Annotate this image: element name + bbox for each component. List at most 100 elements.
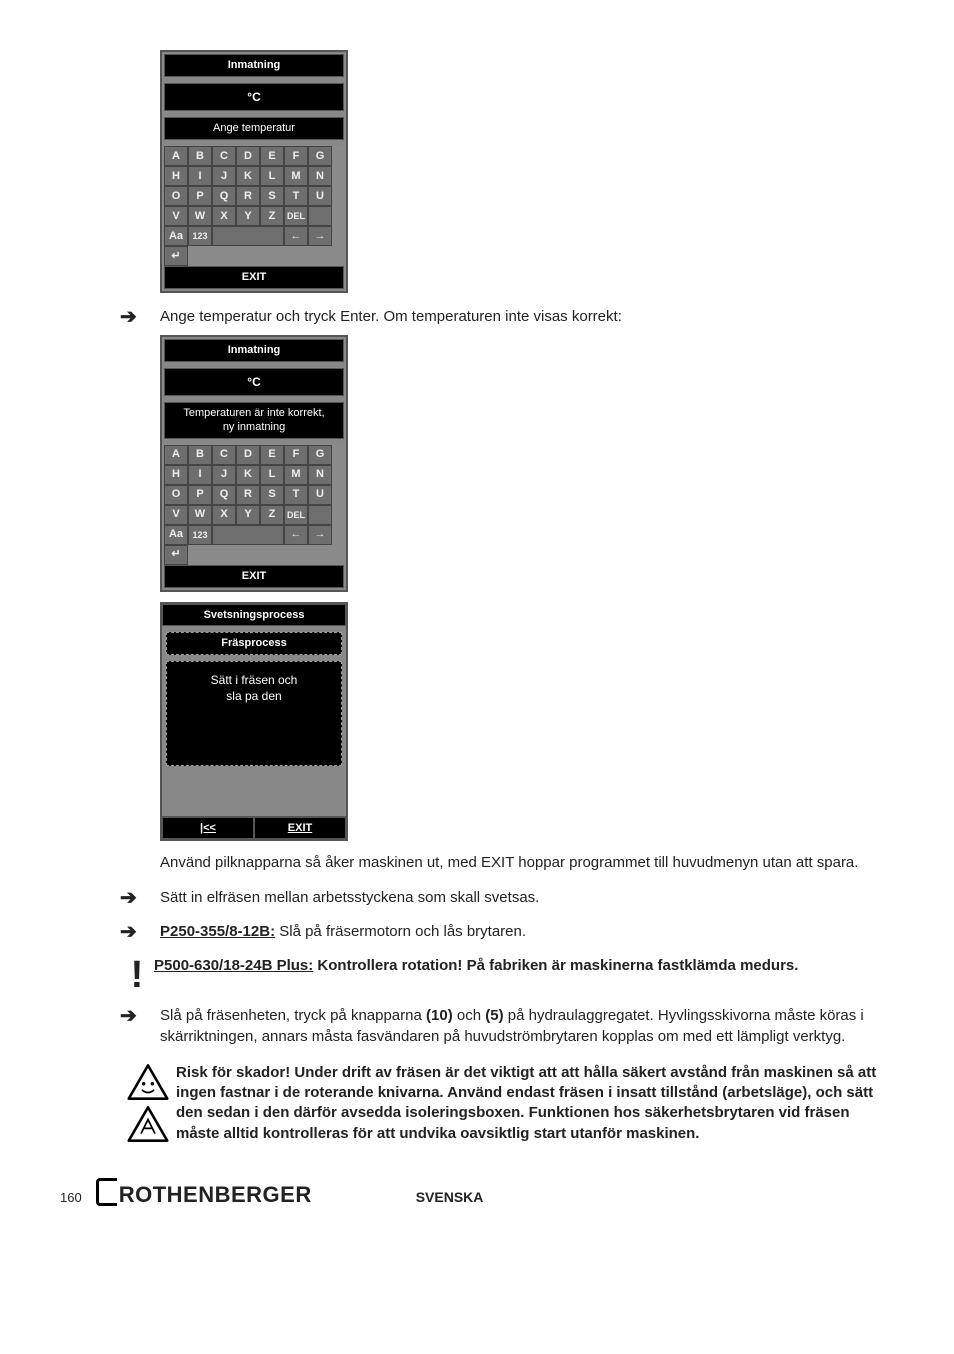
s3-exit[interactable]: EXIT [254,817,346,840]
key[interactable]: C [212,445,236,465]
key[interactable]: Y [236,206,260,226]
key-num[interactable]: 123 [188,226,212,246]
s2-title: Inmatning [164,339,344,362]
screen-2-wrap: Inmatning °C Temperaturen är inte korrek… [160,335,894,591]
key-num[interactable]: 123 [188,525,212,545]
key-aa[interactable]: Aa [164,525,188,545]
key[interactable]: C [212,146,236,166]
key-right[interactable]: → [308,525,332,545]
arrow-icon: ➔ [120,922,160,942]
key-left[interactable]: ← [284,525,308,545]
b2-rest: Slå på fräsermotorn och lås brytaren. [275,923,526,940]
key[interactable]: J [212,465,236,485]
key-enter[interactable]: ↵ [164,246,188,266]
key[interactable]: P [188,485,212,505]
key[interactable]: R [236,485,260,505]
after-screens-text: Använd pilknapparna så åker maskinen ut,… [160,853,894,873]
s1-msg: Ange temperatur [164,117,344,140]
screen-1-wrap: Inmatning °C Ange temperatur A B C D E F… [160,50,894,293]
key[interactable]: Q [212,186,236,206]
key-blank[interactable] [308,206,332,226]
key[interactable]: G [308,445,332,465]
key[interactable]: K [236,465,260,485]
key[interactable]: R [236,186,260,206]
key[interactable]: W [188,206,212,226]
warning-text: P500-630/18-24B Plus: Kontrollera rotati… [154,956,894,976]
key[interactable]: U [308,485,332,505]
key[interactable]: G [308,146,332,166]
key-left[interactable]: ← [284,226,308,246]
key[interactable]: E [260,445,284,465]
key[interactable]: L [260,166,284,186]
s1-exit[interactable]: EXIT [164,266,344,289]
bullet-text: Sätt in elfräsen mellan arbetsstyckena s… [160,888,894,908]
key[interactable]: D [236,146,260,166]
key[interactable]: S [260,186,284,206]
key[interactable]: J [212,166,236,186]
key-space[interactable] [212,525,284,545]
key[interactable]: T [284,186,308,206]
ref-5: (5) [485,1007,503,1024]
s3-body: Sätt i fräsen och sla pa den [166,661,342,765]
key[interactable]: O [164,485,188,505]
s2-field: °C [164,368,344,396]
key[interactable]: V [164,505,188,525]
key[interactable]: A [164,445,188,465]
screen-1: Inmatning °C Ange temperatur A B C D E F… [160,50,348,293]
key[interactable]: Y [236,505,260,525]
key[interactable]: P [188,186,212,206]
key[interactable]: I [188,465,212,485]
key[interactable]: E [260,146,284,166]
brand-name: ROTHENBERGER [119,1182,312,1207]
key[interactable]: Q [212,485,236,505]
key[interactable]: U [308,186,332,206]
key[interactable]: X [212,206,236,226]
key-del[interactable]: DEL [284,206,308,226]
warning-injury: Risk för skador! Under drift av fräsen ä… [120,1063,894,1144]
key[interactable]: B [188,445,212,465]
key[interactable]: N [308,166,332,186]
key[interactable]: Z [260,206,284,226]
bullet-text: Ange temperatur och tryck Enter. Om temp… [160,307,894,327]
key[interactable]: A [164,146,188,166]
s3-sub: Fräsprocess [166,632,342,655]
language-label: SVENSKA [416,1188,484,1207]
key[interactable]: I [188,166,212,186]
key[interactable]: L [260,465,284,485]
key[interactable]: F [284,146,308,166]
s3-title: Svetsningsprocess [162,604,346,627]
warning-icons [120,1063,176,1143]
key[interactable]: H [164,166,188,186]
exclamation-icon: ! [120,958,154,992]
s2-exit[interactable]: EXIT [164,565,344,588]
s3-back[interactable]: |<< [162,817,254,840]
key[interactable]: T [284,485,308,505]
key[interactable]: S [260,485,284,505]
key[interactable]: N [308,465,332,485]
key-enter[interactable]: ↵ [164,545,188,565]
key[interactable]: B [188,146,212,166]
key[interactable]: K [236,166,260,186]
key[interactable]: O [164,186,188,206]
key-blank[interactable] [308,505,332,525]
key[interactable]: W [188,505,212,525]
s2-keyboard: A B C D E F G H I J K L M N O P Q R S T [164,445,344,565]
key-space[interactable] [212,226,284,246]
warning-rotation: ! P500-630/18-24B Plus: Kontrollera rota… [120,956,894,992]
key[interactable]: M [284,166,308,186]
key-aa[interactable]: Aa [164,226,188,246]
key[interactable]: M [284,465,308,485]
key[interactable]: H [164,465,188,485]
key-del[interactable]: DEL [284,505,308,525]
key[interactable]: F [284,445,308,465]
s1-keyboard: A B C D E F G H I J K L M N O P Q R S [164,146,344,266]
key[interactable]: X [212,505,236,525]
warning-triangle-icon [127,1105,169,1143]
brand-bracket-icon [96,1178,117,1206]
key-right[interactable]: → [308,226,332,246]
key[interactable]: D [236,445,260,465]
key[interactable]: V [164,206,188,226]
bullet-p250: ➔ P250-355/8-12B: Slå på fräsermotorn oc… [120,922,894,942]
key[interactable]: Z [260,505,284,525]
arrow-icon: ➔ [120,307,160,327]
